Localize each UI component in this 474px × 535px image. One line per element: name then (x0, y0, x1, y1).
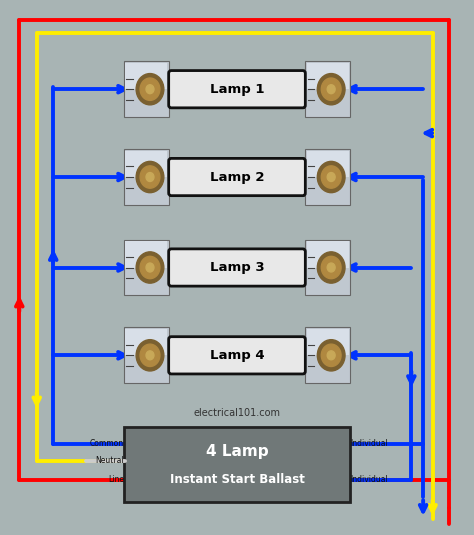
FancyBboxPatch shape (124, 149, 169, 205)
FancyBboxPatch shape (305, 240, 350, 295)
Circle shape (321, 344, 341, 366)
Circle shape (321, 166, 341, 188)
FancyBboxPatch shape (169, 158, 305, 196)
Text: Individual: Individual (350, 439, 388, 448)
Circle shape (136, 73, 164, 105)
Text: Lamp 2: Lamp 2 (210, 171, 264, 184)
FancyBboxPatch shape (124, 62, 169, 117)
Circle shape (327, 173, 335, 181)
Circle shape (140, 166, 160, 188)
Circle shape (317, 162, 345, 193)
FancyBboxPatch shape (169, 337, 305, 374)
Circle shape (146, 85, 154, 94)
FancyBboxPatch shape (126, 241, 167, 268)
Text: Common: Common (90, 439, 124, 448)
FancyBboxPatch shape (126, 63, 167, 89)
FancyBboxPatch shape (305, 62, 350, 117)
Text: Lamp 1: Lamp 1 (210, 83, 264, 96)
Text: electrical101.com: electrical101.com (193, 408, 281, 418)
Circle shape (146, 351, 154, 360)
Circle shape (140, 256, 160, 279)
Text: Line: Line (108, 475, 124, 484)
Text: 4 Lamp: 4 Lamp (206, 445, 268, 460)
Text: Lamp 3: Lamp 3 (210, 261, 264, 274)
Circle shape (321, 256, 341, 279)
FancyBboxPatch shape (305, 327, 350, 383)
Circle shape (140, 344, 160, 366)
FancyBboxPatch shape (124, 427, 350, 502)
FancyBboxPatch shape (307, 329, 348, 355)
FancyBboxPatch shape (169, 71, 305, 108)
Circle shape (146, 263, 154, 272)
FancyBboxPatch shape (169, 249, 305, 286)
Circle shape (317, 340, 345, 371)
Circle shape (327, 263, 335, 272)
FancyBboxPatch shape (126, 151, 167, 177)
Circle shape (140, 78, 160, 101)
Text: Individual: Individual (350, 475, 388, 484)
Circle shape (136, 252, 164, 283)
Circle shape (317, 73, 345, 105)
FancyBboxPatch shape (126, 329, 167, 355)
Circle shape (136, 340, 164, 371)
Text: Instant Start Ballast: Instant Start Ballast (170, 473, 304, 486)
FancyBboxPatch shape (307, 241, 348, 268)
Circle shape (146, 173, 154, 181)
FancyBboxPatch shape (124, 327, 169, 383)
FancyBboxPatch shape (307, 63, 348, 89)
Circle shape (317, 252, 345, 283)
Circle shape (327, 85, 335, 94)
Circle shape (321, 78, 341, 101)
Circle shape (136, 162, 164, 193)
FancyBboxPatch shape (124, 240, 169, 295)
Circle shape (327, 351, 335, 360)
Text: Neutral: Neutral (95, 456, 124, 465)
FancyBboxPatch shape (307, 151, 348, 177)
FancyBboxPatch shape (305, 149, 350, 205)
Text: Lamp 4: Lamp 4 (210, 349, 264, 362)
